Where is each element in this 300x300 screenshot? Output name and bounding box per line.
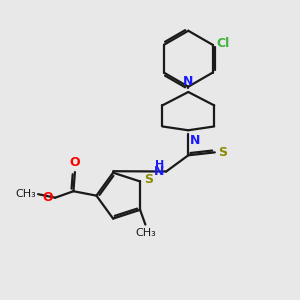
Text: N: N	[154, 165, 165, 178]
Text: O: O	[70, 156, 80, 169]
Text: Cl: Cl	[216, 37, 230, 50]
Text: H: H	[155, 160, 165, 170]
Text: O: O	[42, 190, 53, 204]
Text: CH₃: CH₃	[15, 189, 36, 199]
Text: N: N	[190, 134, 200, 147]
Text: CH₃: CH₃	[135, 228, 156, 238]
Text: S: S	[144, 173, 153, 187]
Text: S: S	[218, 146, 227, 159]
Text: N: N	[183, 76, 194, 88]
